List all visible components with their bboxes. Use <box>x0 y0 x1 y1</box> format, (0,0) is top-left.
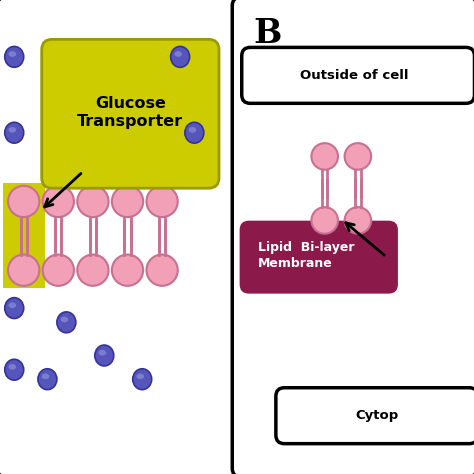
FancyBboxPatch shape <box>232 0 474 474</box>
Ellipse shape <box>38 369 57 390</box>
FancyBboxPatch shape <box>276 388 474 444</box>
Ellipse shape <box>5 298 24 319</box>
FancyBboxPatch shape <box>240 221 397 293</box>
Ellipse shape <box>5 359 24 380</box>
FancyBboxPatch shape <box>242 47 474 103</box>
Ellipse shape <box>9 51 16 57</box>
Ellipse shape <box>174 51 182 57</box>
Circle shape <box>8 186 39 217</box>
Ellipse shape <box>9 302 16 308</box>
Ellipse shape <box>189 127 196 133</box>
Ellipse shape <box>42 374 49 379</box>
Circle shape <box>146 186 178 217</box>
Ellipse shape <box>57 312 76 333</box>
Ellipse shape <box>5 46 24 67</box>
Circle shape <box>345 143 371 170</box>
Ellipse shape <box>133 369 152 390</box>
Ellipse shape <box>171 46 190 67</box>
Circle shape <box>311 207 338 234</box>
Circle shape <box>43 186 74 217</box>
Text: Glucose
Transporter: Glucose Transporter <box>77 96 183 129</box>
FancyBboxPatch shape <box>0 0 236 474</box>
FancyBboxPatch shape <box>42 39 219 188</box>
Text: Cytop: Cytop <box>355 409 399 422</box>
Ellipse shape <box>137 374 144 379</box>
Ellipse shape <box>95 345 114 366</box>
Circle shape <box>43 255 74 286</box>
Text: Outside of cell: Outside of cell <box>301 69 409 82</box>
Ellipse shape <box>5 122 24 143</box>
Ellipse shape <box>9 127 16 133</box>
Text: Lipid  Bi-layer
Membrane: Lipid Bi-layer Membrane <box>258 241 355 271</box>
Ellipse shape <box>61 317 68 322</box>
Circle shape <box>345 207 371 234</box>
Circle shape <box>8 255 39 286</box>
Circle shape <box>77 255 109 286</box>
Circle shape <box>112 255 143 286</box>
Ellipse shape <box>185 122 204 143</box>
Ellipse shape <box>99 350 106 356</box>
FancyBboxPatch shape <box>3 183 45 288</box>
Circle shape <box>112 186 143 217</box>
Ellipse shape <box>9 364 16 370</box>
Circle shape <box>77 186 109 217</box>
Circle shape <box>146 255 178 286</box>
Circle shape <box>311 143 338 170</box>
Text: B: B <box>254 17 282 50</box>
